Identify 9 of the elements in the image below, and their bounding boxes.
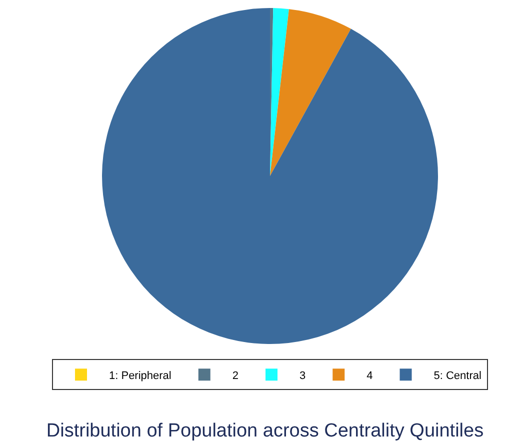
pie-slice: [270, 9, 351, 176]
legend-label: 5: Central: [434, 370, 482, 382]
legend-label: 4: [366, 370, 373, 382]
legend-label: 1: Peripheral: [109, 370, 172, 382]
pie-slice: [102, 8, 438, 344]
text: Distribution of Population across Centrality Quintiles: [46, 420, 484, 442]
legend-label: 3: [300, 370, 306, 382]
legend-label: 2: [232, 370, 238, 382]
pie-slice: [270, 8, 289, 176]
